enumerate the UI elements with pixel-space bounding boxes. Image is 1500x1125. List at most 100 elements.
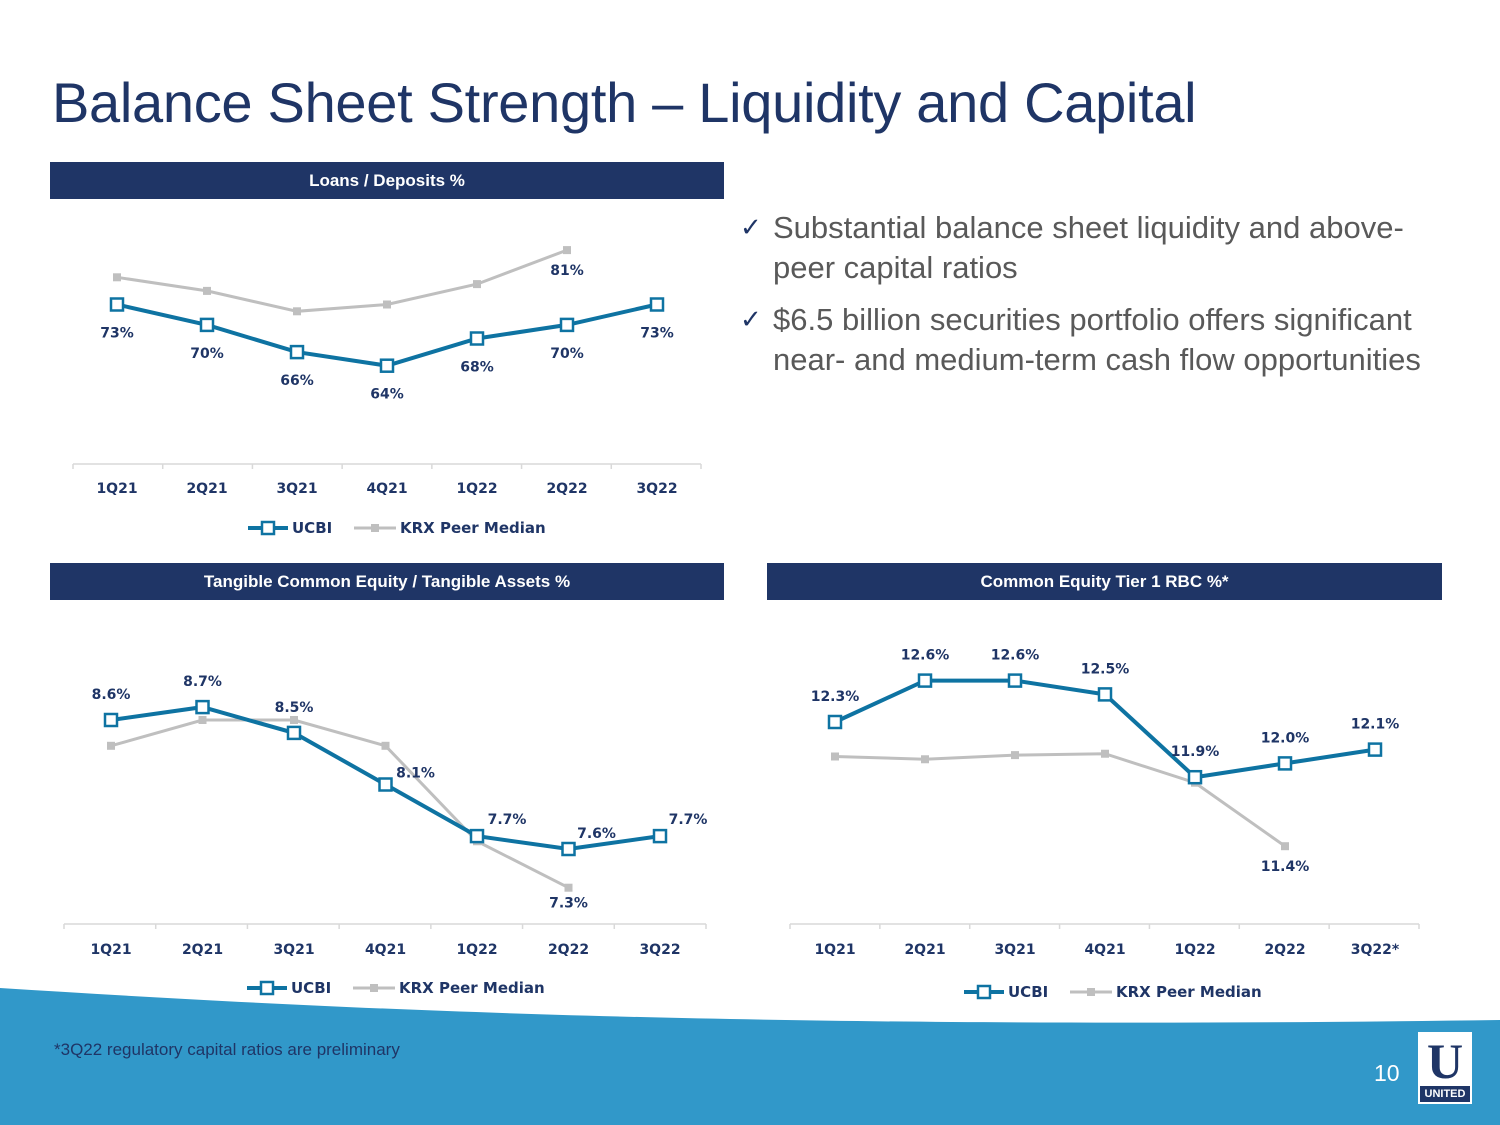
cet1-header: Common Equity Tier 1 RBC %* [767, 563, 1442, 600]
x-tick-label: 3Q22* [1351, 942, 1400, 958]
x-tick-label: 3Q21 [276, 481, 317, 497]
ucbi-data-label: 11.9% [1171, 744, 1220, 760]
x-tick-label: 1Q22 [1174, 942, 1215, 958]
x-tick-label: 2Q22 [548, 942, 589, 958]
x-tick-label: 1Q22 [456, 942, 497, 958]
united-logo: U UNITED [1418, 1032, 1472, 1104]
ucbi-data-label: 12.5% [1081, 661, 1130, 677]
x-tick-label: 2Q21 [186, 481, 227, 497]
peer-point [383, 300, 391, 309]
bullet-list: ✓ Substantial balance sheet liquidity an… [740, 208, 1440, 392]
x-tick-label: 3Q22 [636, 481, 677, 497]
ucbi-point [1007, 673, 1023, 688]
ucbi-point [1277, 756, 1293, 771]
ucbi-point [917, 673, 933, 688]
x-tick-label: 4Q21 [366, 481, 407, 497]
bullet-securities: ✓ $6.5 billion securities portfolio offe… [740, 300, 1440, 380]
checkmark-icon: ✓ [740, 305, 762, 335]
ucbi-point [289, 344, 305, 360]
ucbi-point [1367, 742, 1383, 757]
legend-peer-label: KRX Peer Median [399, 979, 545, 997]
peer-point [113, 273, 121, 282]
ucbi-data-label: 12.1% [1351, 717, 1400, 733]
peer-point [290, 716, 298, 724]
ucbi-point [103, 712, 119, 728]
x-tick-label: 1Q21 [96, 481, 137, 497]
peer-point [921, 755, 929, 764]
ucbi-data-label: 12.6% [901, 648, 950, 664]
peer-point [1101, 749, 1109, 758]
bullet-text: $6.5 billion securities portfolio offers… [773, 302, 1421, 377]
legend-ucbi-label: UCBI [292, 519, 332, 537]
x-tick-label: 4Q21 [1084, 942, 1125, 958]
legend-peer-label: KRX Peer Median [1116, 983, 1262, 1001]
peer-point [198, 716, 207, 724]
slide-title: Balance Sheet Strength – Liquidity and C… [52, 71, 1197, 134]
ucbi-data-label: 8.5% [275, 700, 314, 716]
x-tick-label: 3Q21 [994, 942, 1035, 958]
logo-mark: U [1426, 1033, 1464, 1089]
peer-point [293, 307, 301, 316]
x-tick-label: 1Q22 [456, 481, 497, 497]
x-tick-label: 3Q21 [273, 942, 314, 958]
peer-point [563, 246, 571, 255]
peer-point [1011, 751, 1019, 760]
loans-deposits-chart: 1Q21 2Q21 3Q21 4Q21 1Q22 2Q22 3Q22 73% 70% 66% 64%… [72, 246, 702, 537]
legend-peer-marker [1087, 988, 1095, 996]
ucbi-point [469, 331, 485, 346]
series-line-krx-peer-median [110, 718, 570, 890]
x-tick-label: 2Q22 [1264, 942, 1305, 958]
peer-data-label: 7.3% [549, 896, 588, 912]
legend-ucbi-marker [260, 520, 276, 536]
series-line-krx-peer-median [834, 752, 1286, 848]
ucbi-data-label: 8.7% [183, 674, 222, 690]
ucbi-data-label: 68% [460, 360, 494, 376]
ucbi-data-label: 7.6% [577, 826, 616, 842]
legend-peer-marker [370, 984, 378, 992]
checkmark-icon: ✓ [740, 213, 762, 243]
tce-ta-chart: 1Q21 2Q21 3Q21 4Q21 1Q22 2Q22 3Q22 8.6% 8.7% 8.5%… [63, 674, 707, 997]
ucbi-point [827, 714, 843, 730]
ucbi-data-label: 66% [280, 373, 314, 389]
legend-peer-label: KRX Peer Median [400, 519, 546, 537]
footnote: *3Q22 regulatory capital ratios are prel… [54, 1040, 400, 1059]
x-tick-label: 1Q21 [814, 942, 855, 958]
peer-point [831, 752, 839, 761]
ucbi-point [1187, 769, 1203, 785]
ucbi-point [199, 317, 215, 333]
ucbi-data-label: 8.1% [396, 766, 435, 782]
ucbi-data-label: 12.3% [811, 689, 860, 705]
ucbi-point [649, 297, 665, 312]
ucbi-data-label: 7.7% [488, 812, 527, 828]
footer-wave-main [0, 988, 1500, 1125]
ucbi-point [195, 699, 210, 715]
x-tick-label: 1Q21 [90, 942, 131, 958]
x-tick-label: 4Q21 [365, 942, 406, 958]
ucbi-point [379, 358, 395, 373]
ucbi-data-label: 70% [190, 346, 224, 362]
peer-data-label: 81% [550, 263, 584, 279]
peer-point [381, 741, 390, 750]
ucbi-data-label: 12.6% [991, 648, 1040, 664]
bullet-liquidity: ✓ Substantial balance sheet liquidity an… [740, 208, 1440, 288]
peer-point [1281, 842, 1289, 851]
page-number: 10 [1374, 1060, 1400, 1086]
peer-point [107, 741, 115, 750]
ucbi-point [652, 828, 668, 844]
peer-point [564, 883, 573, 892]
peer-point [473, 280, 481, 289]
ucbi-data-label: 73% [640, 326, 674, 342]
ucbi-point [286, 725, 302, 741]
legend-ucbi-label: UCBI [1008, 983, 1048, 1001]
series-line-krx-peer-median [116, 248, 568, 313]
legend-ucbi-label: UCBI [291, 979, 331, 997]
ucbi-point [469, 828, 485, 844]
x-tick-label: 2Q21 [182, 942, 223, 958]
legend-ucbi-marker [259, 980, 275, 996]
peer-point [203, 286, 211, 295]
ucbi-data-label: 8.6% [92, 687, 131, 703]
ucbi-data-label: 70% [550, 346, 584, 362]
bullet-text: Substantial balance sheet liquidity and … [773, 210, 1404, 285]
logo-text: UNITED [1420, 1086, 1470, 1102]
legend-peer-marker [371, 524, 379, 532]
